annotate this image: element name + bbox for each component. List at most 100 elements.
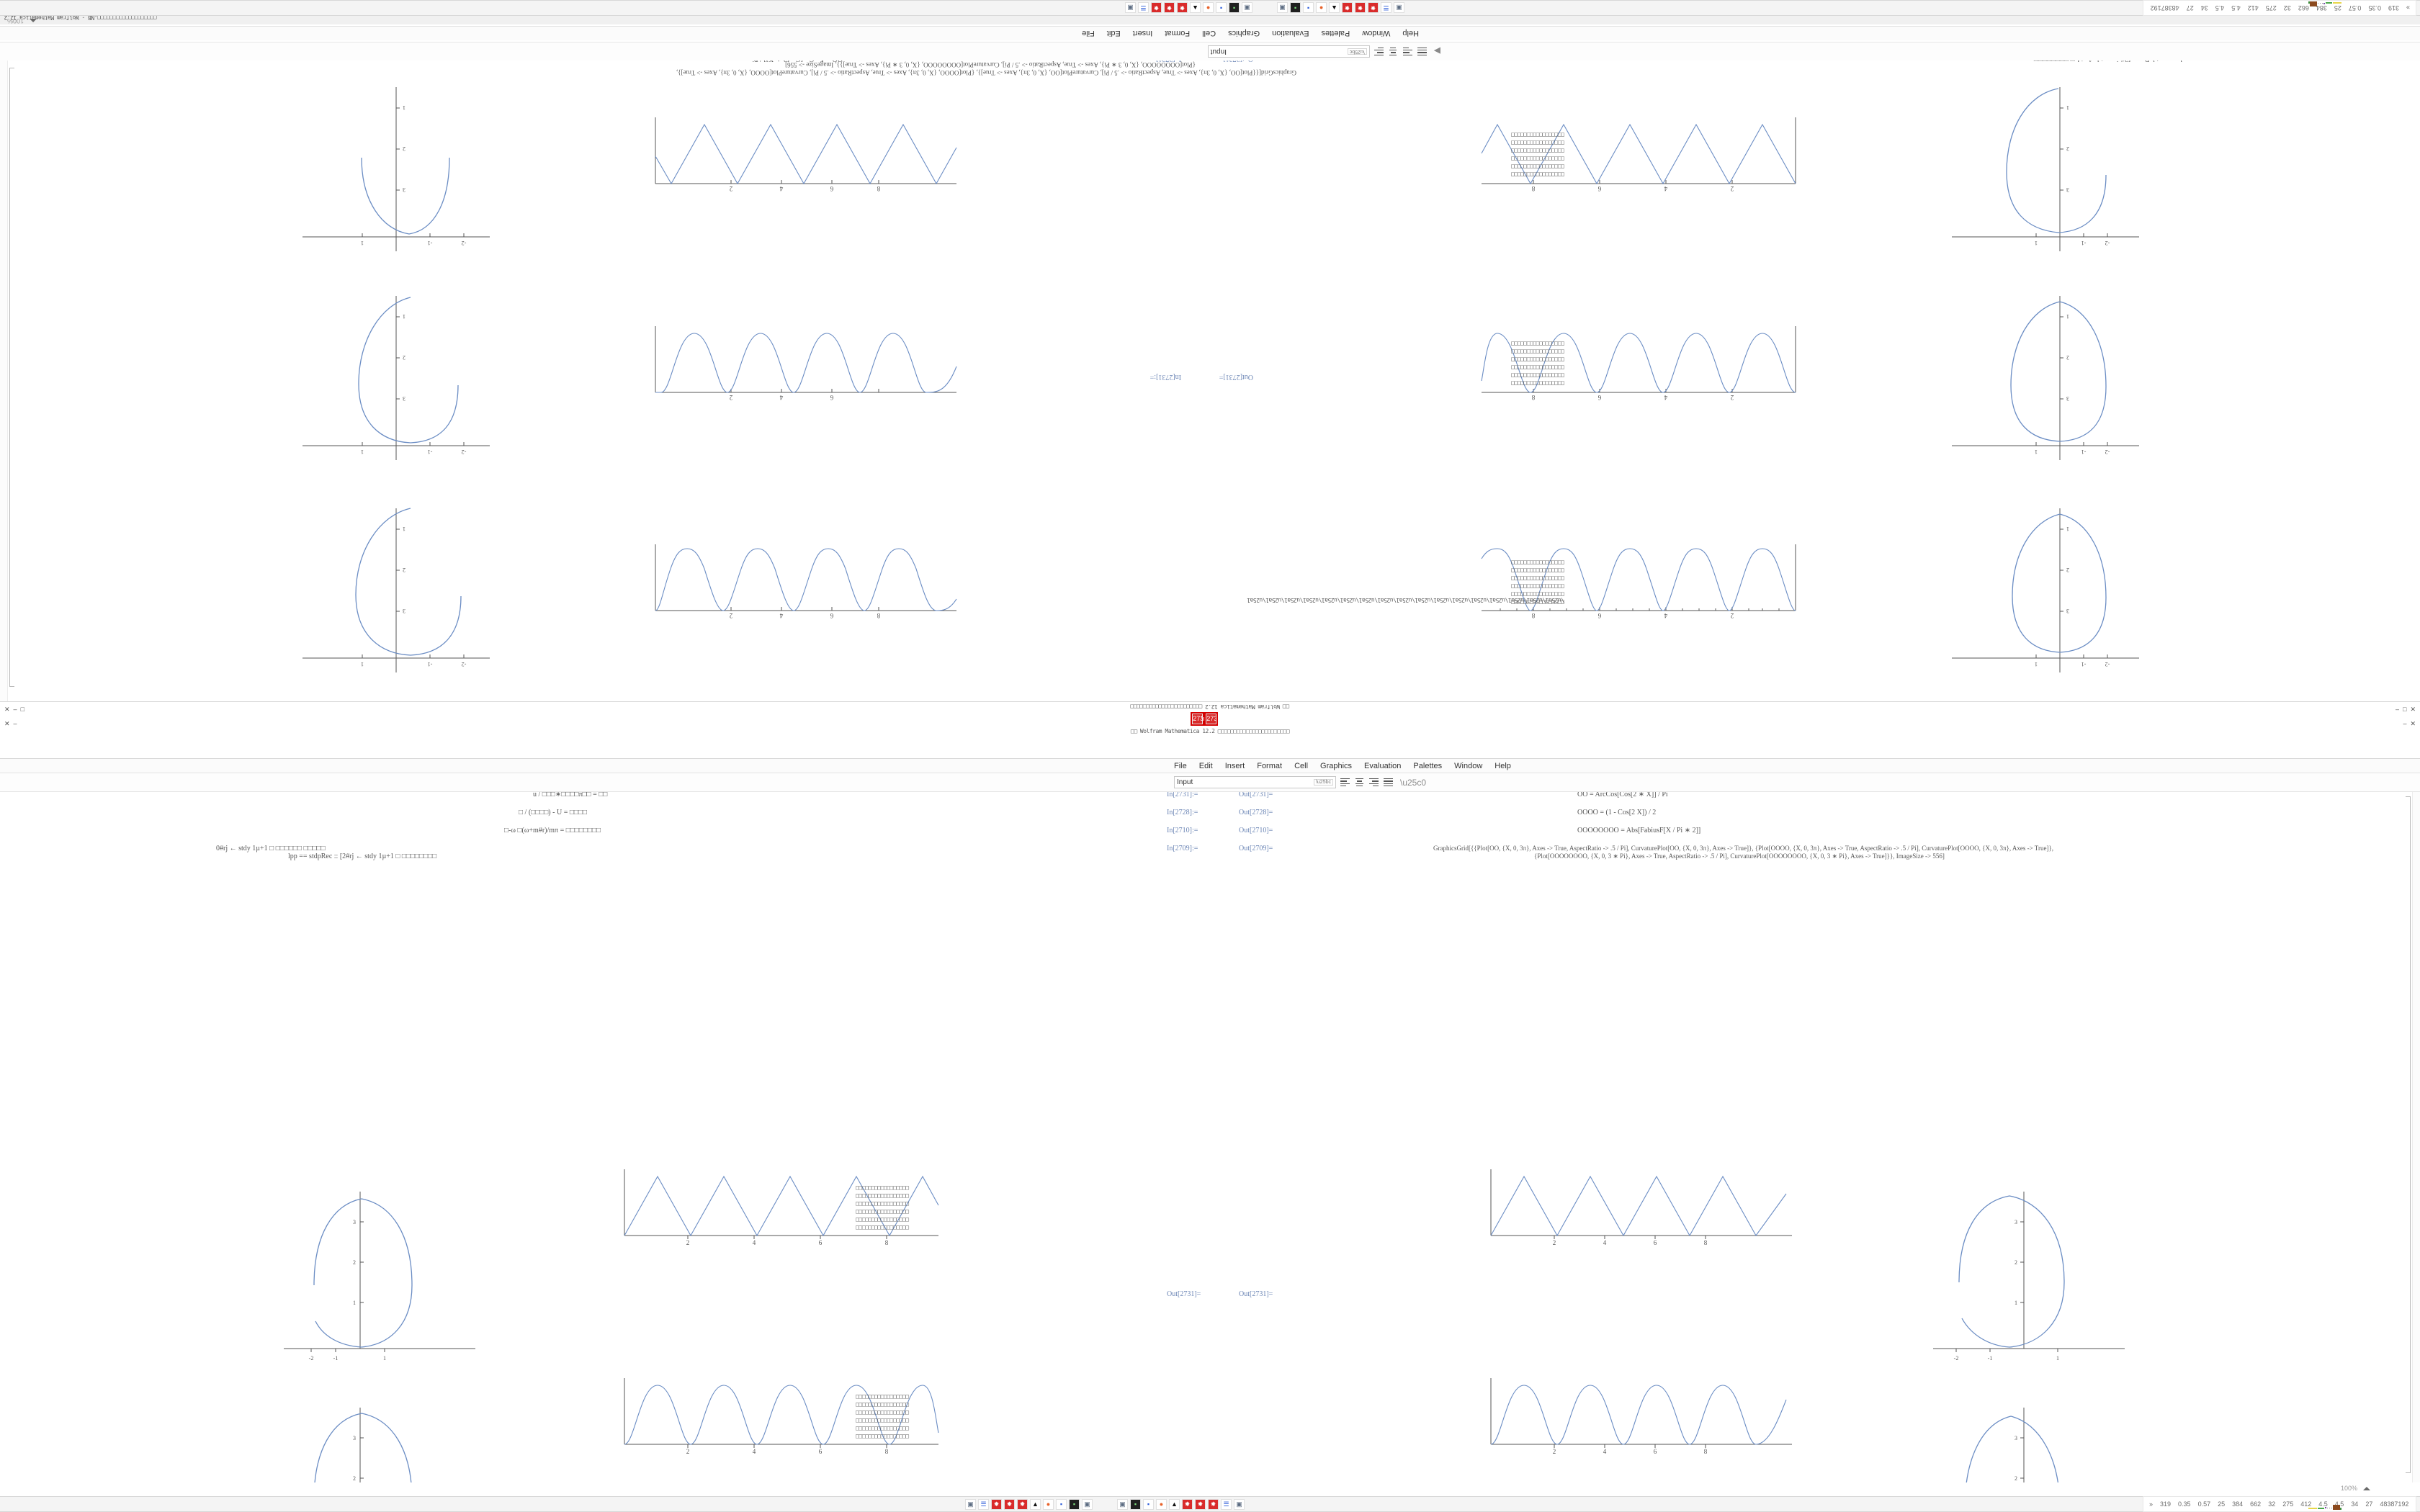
menu-item-evaluation[interactable]: Evaluation xyxy=(1272,29,1309,38)
save-icon[interactable]: ▪ xyxy=(1143,1498,1154,1510)
curvature-plot-bottom-2[interactable]: 2 4 6 8 xyxy=(1462,1375,1793,1454)
curvature-plot-bottom-1[interactable]: 2 4 6 8 xyxy=(1462,1166,1793,1246)
monitor-icon[interactable]: ▣ xyxy=(1082,1498,1093,1510)
extra-code-bottom-0[interactable]: u / □□□∗□□□□π□□ = □□ xyxy=(533,792,608,798)
computer-icon[interactable]: ▣ xyxy=(1394,2,1404,14)
mathematica-icon[interactable]: ✸ xyxy=(1177,2,1188,14)
curvature-big-top-left-3[interactable]: -2 -1 1 3 2 1 xyxy=(1952,86,2139,258)
menu-item-evaluation[interactable]: Evaluation xyxy=(1364,761,1402,770)
save-icon[interactable]: ▪ xyxy=(1216,2,1227,14)
firefox-icon[interactable]: ● xyxy=(1203,2,1214,14)
curvature-plot-top-3[interactable]: 8 6 4 2 xyxy=(627,114,958,194)
chevron-down-icon[interactable]: \u25bc xyxy=(1313,779,1333,786)
mathematica-window-bottom[interactable]: File Edit Insert Format Cell Graphics Ev… xyxy=(0,759,2420,1482)
menu-item-cell[interactable]: Cell xyxy=(1202,29,1216,38)
terminal-icon[interactable]: ▪ xyxy=(1069,1498,1080,1510)
system-status-bottom[interactable]: » 319 0.35 0.57 25 384 662 32 275 412 4.… xyxy=(2143,1496,2416,1512)
window-controls-right-top[interactable]: – □ ✕ xyxy=(2396,706,2416,714)
menu-item-window[interactable]: Window xyxy=(1454,761,1483,770)
align-justify-button[interactable] xyxy=(1383,777,1394,788)
menu-item-cell[interactable]: Cell xyxy=(1294,761,1309,770)
mountain-icon[interactable]: ▲ xyxy=(1190,2,1201,14)
menu-item-insert[interactable]: Insert xyxy=(1224,761,1245,770)
window-controls-bottom[interactable]: ✕ – xyxy=(4,720,17,728)
cell-bracket[interactable] xyxy=(2406,796,2411,1473)
curvature-big-top-right-2[interactable]: -2 -1 1 3 2 1 xyxy=(302,294,490,467)
notebook-canvas-bottom[interactable]: In[2731]:= Out[2731]= In[2728]:= Out[272… xyxy=(0,792,2420,1482)
menu-item-help[interactable]: Help xyxy=(1402,29,1419,38)
plot-triangle-bottom[interactable]: 2 4 6 8 xyxy=(609,1166,940,1246)
mathematica-icon[interactable]: \u2738 xyxy=(1188,712,1207,726)
firefox-icon[interactable]: ● xyxy=(1156,1498,1167,1510)
caret-up-icon[interactable] xyxy=(30,19,37,23)
align-left-button[interactable] xyxy=(1373,46,1384,57)
mathematica-icon[interactable]: \u2738 xyxy=(1201,712,1221,726)
curvature-big-bottom-left-1[interactable]: -2 -1 1 1 2 3 xyxy=(281,1192,475,1368)
monitor-icon[interactable]: ▣ xyxy=(1242,2,1252,14)
menu-item-file[interactable]: File xyxy=(1174,761,1187,770)
taskbar-bottom[interactable]: ▣ ☰ ✸ ✸ ✸ ▲ ● ▪ ▪ ▣ ▣ ▪ ▪ ● ▲ ✸ ✸ ✸ ☰ ▣ xyxy=(0,1496,2420,1512)
mathematica-icon[interactable]: ✸ xyxy=(1342,2,1353,14)
close-icon[interactable]: ✕ xyxy=(4,706,10,713)
graphics-grid-code-top-2[interactable]: {Plot[OOOOOOOO, {X, 0, 3 ∗ Pi}, Axes -> … xyxy=(785,61,1196,68)
menu-item-insert[interactable]: Insert xyxy=(1132,29,1153,38)
plot-cos2-top[interactable]: 2 4 6 8 xyxy=(1480,541,1811,621)
graphics-grid-code-bottom-2[interactable]: {Plot[OOOOOOOO, {X, 0, 3 ∗ Pi}, Axes -> … xyxy=(1534,852,1945,860)
mathematica-icon[interactable]: ✸ xyxy=(1151,2,1162,14)
chevron-up-icon[interactable]: » xyxy=(2406,4,2410,12)
cell-bracket[interactable] xyxy=(9,68,14,687)
align-right-button[interactable] xyxy=(1368,777,1379,788)
definition-bottom-2[interactable]: OOOOOOOO = Abs[FabiusF[X / Pi ∗ 2]] xyxy=(1577,827,1701,834)
computer-icon[interactable]: ▣ xyxy=(965,1498,976,1510)
mathematica-icon[interactable]: ✸ xyxy=(1182,1498,1193,1510)
extra-code-bottom-2[interactable]: □-ω □(ω+m#r)/mπ = □□□□□□□□ xyxy=(504,827,601,834)
graphics-grid-code-bottom-1[interactable]: GraphicsGrid[{{Plot[OO, {X, 0, 3π}, Axes… xyxy=(1433,845,2054,852)
menu-item-graphics[interactable]: Graphics xyxy=(1228,29,1260,38)
terminal-icon[interactable]: ▪ xyxy=(1130,1498,1141,1510)
align-left-button[interactable] xyxy=(1340,777,1350,788)
close-icon[interactable]: ✕ xyxy=(4,720,10,727)
monitor-icon[interactable]: ▣ xyxy=(1277,2,1288,14)
curvature-big-bottom-left-2[interactable]: -2 -1 1 1 2 3 xyxy=(281,1408,475,1482)
minimize-icon[interactable]: – xyxy=(2396,706,2400,713)
curvature-big-top-right-3[interactable]: -2 -1 1 3 2 1 xyxy=(302,86,490,258)
toolbar-collapse-icon[interactable]: \u25c0 xyxy=(1400,777,1427,788)
extra-code-bottom-3[interactable]: 0#rj ← stdy 1µ+1 □ □□□□□□ □□□□□ xyxy=(216,845,326,852)
mathematica-icon[interactable]: ✸ xyxy=(1208,1498,1219,1510)
definition-bottom-0[interactable]: OO = ArcCos[Cos[2 ∗ X]] / Pi xyxy=(1577,792,1668,798)
align-center-button[interactable] xyxy=(1354,777,1365,788)
calculator-icon[interactable]: ☰ xyxy=(978,1498,989,1510)
chevron-up-icon[interactable]: » xyxy=(2149,1500,2154,1508)
terminal-icon[interactable]: ▪ xyxy=(1290,2,1301,14)
align-justify-button[interactable] xyxy=(1417,46,1428,57)
chevron-down-icon[interactable]: \u25bc xyxy=(1347,48,1367,55)
cell-style-select[interactable]: \u25bc Input xyxy=(1207,45,1370,58)
curvature-plot-top-2[interactable]: 6 4 2 xyxy=(627,323,958,402)
system-status-top[interactable]: » 319 0.35 0.57 25 384 662 32 275 412 4.… xyxy=(2143,0,2416,16)
terminal-icon[interactable]: ▪ xyxy=(1229,2,1240,14)
caret-up-icon[interactable] xyxy=(2363,1486,2371,1490)
zoom-control-bottom[interactable]: 100% xyxy=(2341,1485,2371,1492)
mathematica-icon[interactable]: ✸ xyxy=(991,1498,1002,1510)
curvature-big-bottom-right-2[interactable]: -2 -1 1 1 2 3 xyxy=(1930,1408,2125,1482)
computer-icon[interactable]: ▣ xyxy=(1234,1498,1245,1510)
window-controls-top[interactable]: ✕ – □ xyxy=(4,706,24,714)
menu-item-edit[interactable]: Edit xyxy=(1198,761,1213,770)
menu-item-window[interactable]: Window xyxy=(1362,29,1391,38)
extra-code-bottom-4[interactable]: lpp == stdpRec :: [2#rj ← stdy 1µ+1 □ □□… xyxy=(288,852,437,860)
curvature-big-top-left-2[interactable]: -2 -1 1 3 2 1 xyxy=(1952,294,2139,467)
graphics-grid-code-top-1[interactable]: GraphicsGrid[{{Plot[OO, {X, 0, 3π}, Axes… xyxy=(676,69,1296,76)
mathematica-icon[interactable]: ✸ xyxy=(1164,2,1175,14)
mathematica-icon[interactable]: ✸ xyxy=(1017,1498,1028,1510)
menu-item-format[interactable]: Format xyxy=(1257,761,1283,770)
plot-smooth-bottom-2[interactable]: 2 4 6 8 xyxy=(609,1375,940,1454)
menubar-bottom[interactable]: File Edit Insert Format Cell Graphics Ev… xyxy=(0,759,2420,773)
minimize-icon[interactable]: – xyxy=(13,720,17,727)
close-icon[interactable]: ✕ xyxy=(2410,720,2416,727)
notebook-scrollbar[interactable] xyxy=(0,60,8,701)
menu-item-file[interactable]: File xyxy=(1082,29,1095,38)
window-controls-right-bottom[interactable]: – ✕ xyxy=(2403,720,2416,728)
save-icon[interactable]: ▪ xyxy=(1303,2,1314,14)
toolbar-expander-icon[interactable]: ▶ xyxy=(1433,46,1440,57)
curvature-big-top-left-1[interactable]: -2 -1 1 3 2 1 xyxy=(1952,507,2139,680)
